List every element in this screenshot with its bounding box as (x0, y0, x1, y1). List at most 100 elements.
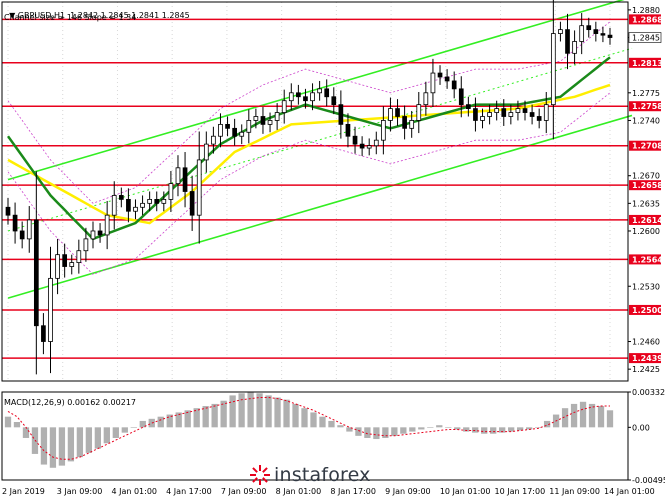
macd-bar (310, 412, 317, 428)
candle-bear (593, 29, 599, 34)
level-label-bg (629, 304, 661, 315)
macd-tick-label: -0.00495 (632, 476, 665, 485)
candle-bull (253, 116, 259, 121)
level-label-bg (629, 180, 661, 191)
macd-bar (193, 408, 200, 428)
macd-tick-label: 0.00 (632, 423, 650, 432)
watermark: instaforex (250, 464, 371, 486)
instaforex-logo-icon (250, 465, 270, 485)
x-tick-label: 2 Jan 2019 (2, 487, 45, 496)
x-tick-label: 4 Jan 17:00 (166, 487, 212, 496)
macd-bar (597, 406, 605, 428)
macd-bar (454, 427, 461, 430)
candle-bull (175, 167, 181, 185)
candle-bear (154, 198, 160, 204)
macd-panel-border (1, 391, 629, 481)
candle-bull (508, 112, 514, 117)
candle-bull (430, 72, 436, 94)
x-tick-label: 14 Jan 01:00 (604, 487, 655, 496)
macd-bar (247, 392, 254, 428)
y-tick-label: 1.2530 (632, 282, 660, 291)
candle-bull (274, 112, 280, 121)
regression-channel (7, 0, 633, 299)
candle-bear (345, 123, 351, 137)
candle-bear (182, 167, 188, 192)
candle-bull (423, 92, 429, 106)
candle-bull (168, 183, 174, 200)
current-price-label: 1.2845 (632, 34, 660, 43)
envelope-upper (7, 21, 611, 204)
macd-bar (112, 427, 119, 438)
candle-bear (126, 198, 131, 212)
macd-bar (202, 406, 209, 428)
candle-bear (41, 325, 46, 342)
candle-bear (33, 219, 39, 327)
candle-bear (338, 104, 344, 125)
candle-bull (543, 104, 549, 121)
macd-bar (211, 403, 218, 428)
candle-bull (288, 92, 294, 102)
y-tick-label: 1.2425 (632, 365, 660, 374)
candle-bear (536, 116, 542, 121)
chart-frame (1, 1, 629, 481)
macd-bar (499, 427, 506, 433)
macd-bar (382, 427, 389, 438)
channel-middle-line (7, 47, 633, 232)
macd-bar (534, 427, 542, 428)
macd-bar (301, 408, 308, 428)
level-label: 1.2708 (632, 142, 663, 151)
macd-bar (561, 408, 569, 428)
candle-bull (147, 198, 152, 204)
macd-bar (283, 399, 290, 428)
macd-bar (445, 427, 452, 428)
candle-bear (97, 230, 103, 236)
candle-bear (62, 254, 68, 267)
candle-bull (83, 238, 89, 252)
level-label: 1.2658 (632, 181, 663, 190)
macd-bar (337, 425, 344, 428)
candlesticks (5, 0, 613, 375)
triangle-down-icon: ▼ (9, 11, 18, 20)
support-resistance-levels: 1.2868 1.2813 1.2758 1.2708 1.2658 1.2614 1.25… (2, 14, 663, 364)
macd-bar (409, 427, 416, 432)
candle-bear (232, 127, 237, 137)
candle-bear (437, 72, 443, 78)
candle-bull (366, 145, 372, 149)
macd-bar (148, 418, 155, 428)
macd-bar (139, 420, 146, 428)
y-tick-label: 1.2740 (632, 116, 660, 125)
candle-bull (203, 143, 209, 161)
macd-bar (490, 427, 497, 434)
price-axis: 1.2880 1.2845 1.2775 1.2740 1.2670 1.2635 1.26… (628, 6, 662, 374)
candle-bull (515, 108, 521, 113)
symbol-ohlc: GBPUSD,H1 1.2842 1.2845 1.2841 1.2845 (17, 11, 190, 20)
macd-bar (58, 427, 66, 466)
x-tick-label: 9 Jan 09:00 (385, 487, 431, 496)
macd-bar (391, 427, 398, 436)
level-label: 1.2614 (632, 216, 663, 225)
macd-bar (436, 425, 443, 428)
candle-bear (529, 112, 535, 117)
candle-bull (161, 198, 167, 204)
x-tick-label: 10 Jan 01:00 (440, 487, 491, 496)
main-panel-border (1, 1, 629, 382)
candle-bear (331, 96, 337, 106)
candle-bull (317, 88, 322, 94)
macd-bar (274, 397, 281, 428)
candle-bull (133, 206, 138, 212)
macd-bar (579, 401, 587, 428)
macd-bar (67, 427, 75, 462)
candle-bull (494, 108, 500, 113)
macd-bar (570, 403, 578, 428)
y-tick-label: 1.2670 (632, 172, 660, 181)
level-label: 1.2500 (632, 306, 663, 315)
macd-bar (184, 410, 191, 428)
x-tick-label: 3 Jan 09:00 (57, 487, 103, 496)
candle-bear (189, 191, 195, 216)
level-label-bg (629, 14, 661, 25)
level-label-bg (629, 57, 661, 68)
candle-bear (260, 116, 266, 125)
candle-bull (90, 230, 96, 240)
level-label: 1.2813 (632, 59, 663, 68)
candle-bull (239, 131, 245, 137)
